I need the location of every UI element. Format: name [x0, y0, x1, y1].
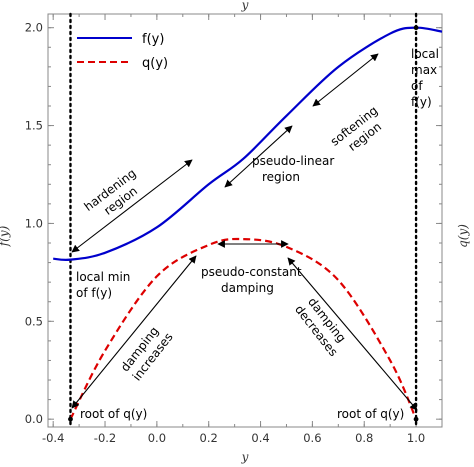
x-tick-label: 0.8: [355, 431, 373, 445]
data-points: [68, 25, 419, 422]
y-tick-label: 0.0: [25, 412, 43, 426]
data-point: [413, 416, 419, 422]
y2-axis-label: q(y): [456, 224, 470, 248]
annotations: local min of f(y) local max of f(y) hard…: [76, 47, 443, 421]
data-point: [68, 416, 73, 422]
legend-label-q: q(y): [142, 56, 168, 71]
arrow-damping-decreases: [287, 257, 418, 411]
y-tick-label: 1.0: [25, 216, 43, 230]
arrow-damping-increases: [71, 255, 197, 409]
arrow-hardening: [71, 159, 193, 253]
annotation-root-right: root of q(y): [337, 407, 404, 421]
annotation-damping-decreases: damping decreases: [292, 293, 352, 359]
arrow-softening: [312, 53, 379, 107]
annotation-pseudo-linear: pseudo-linear region: [252, 154, 338, 184]
annotation-hardening: hardening region: [82, 164, 151, 226]
annotation-pseudo-constant: pseudo-constant damping: [201, 265, 305, 295]
annotation-root-left: root of q(y): [80, 407, 147, 421]
annotation-arrows: [71, 53, 418, 411]
y-tick-label: 2.0: [25, 21, 43, 35]
x-tick-label: 0.4: [251, 431, 269, 445]
y-tick-label: 0.5: [25, 314, 43, 328]
y-tick-label: 1.5: [25, 119, 43, 133]
x-tick-label: 0.2: [200, 431, 218, 445]
legend: f(y) q(y): [77, 32, 168, 71]
y-axis-ticks: 0.0 0.5 1.0 1.5 2.0: [25, 21, 442, 426]
x-axis-label: y: [241, 450, 249, 464]
annotation-softening: softening region: [328, 101, 393, 161]
x-tick-label: 0.6: [303, 431, 321, 445]
x-tick-label: 0.0: [148, 431, 166, 445]
annotation-local-max: local max of f(y): [411, 47, 443, 109]
arrow-pseudo-linear: [224, 125, 293, 188]
x2-axis-label: y: [241, 0, 249, 12]
x-tick-label: 1.0: [407, 431, 425, 445]
x-tick-label: -0.4: [42, 431, 64, 445]
x-axis-ticks: -0.4 -0.2 0.0 0.2 0.4 0.6 0.8 1.0: [42, 14, 443, 445]
plot-frame: [47, 13, 443, 428]
x-tick-label: -0.2: [94, 431, 116, 445]
annotation-local-min: local min of f(y): [76, 270, 134, 300]
y-axis-label: f(y): [0, 225, 11, 247]
data-point: [413, 25, 419, 31]
legend-label-f: f(y): [142, 32, 164, 47]
annotation-damping-increases: damping increases: [118, 321, 176, 384]
